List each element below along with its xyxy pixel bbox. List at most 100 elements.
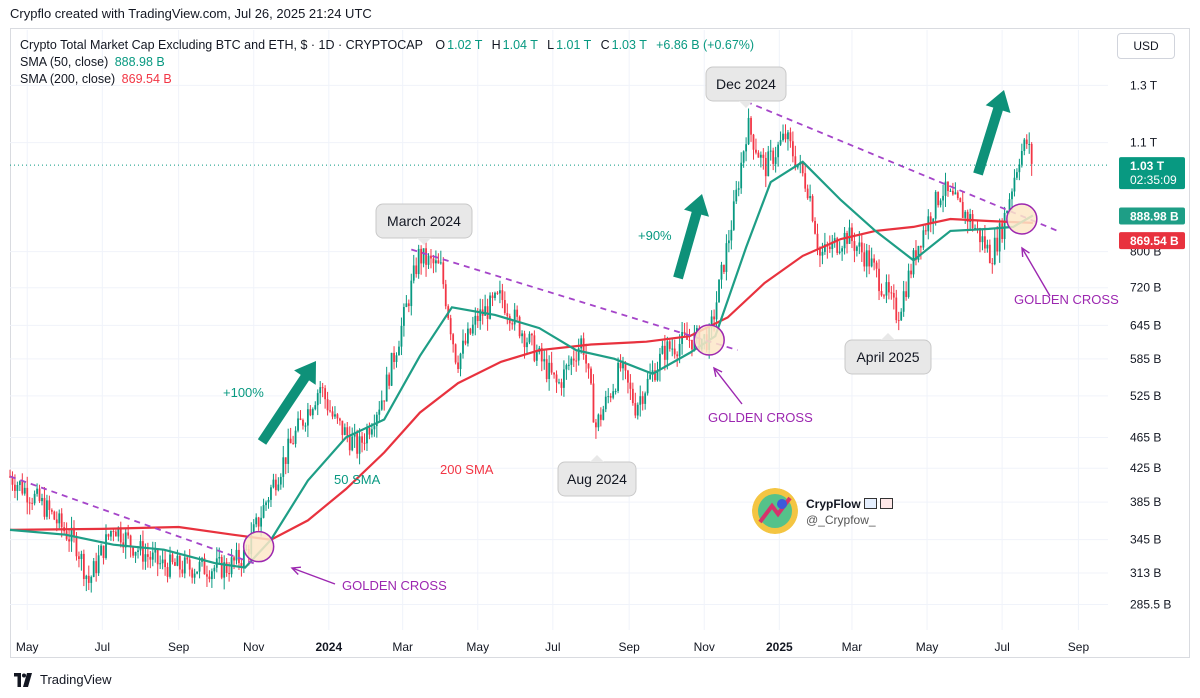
candle-down	[188, 559, 191, 570]
candle-up	[494, 292, 496, 299]
candle-up	[558, 382, 560, 384]
golden-crosses: GOLDEN CROSS GOLDEN CROSS GOLDEN CROSS	[242, 203, 1119, 593]
candle-down	[545, 359, 548, 379]
candle-up	[607, 396, 610, 398]
candle-down	[43, 497, 46, 517]
candle-down	[95, 561, 98, 574]
candle-down	[627, 370, 629, 383]
candle-up	[821, 251, 824, 256]
sma50-value: 888.98 B	[114, 55, 165, 69]
candle-down	[383, 400, 386, 402]
candle-down	[915, 250, 917, 261]
legend-sma200-row[interactable]: SMA (200, close) 869.54 B	[20, 71, 754, 88]
candle-down	[959, 198, 962, 202]
annotations: +100% +90% 50 SMA 200 SMA	[223, 90, 1011, 487]
candle-up	[565, 365, 568, 370]
chart-legend: Crypto Total Market Cap Excluding BTC an…	[20, 37, 754, 88]
candle-up	[767, 151, 770, 177]
candle-up	[932, 218, 935, 224]
candle-up	[782, 133, 784, 141]
candle-down	[21, 481, 24, 494]
candle-up	[210, 571, 213, 580]
candle-down	[811, 196, 814, 221]
candle-down	[430, 255, 432, 259]
candle-up	[70, 527, 73, 542]
golden-cross-marker	[1006, 203, 1038, 235]
candle-up	[270, 487, 272, 500]
candle-down	[550, 362, 553, 373]
candle-up	[235, 549, 238, 561]
candle-up	[262, 505, 265, 518]
candle-down	[476, 315, 479, 322]
candle-up	[479, 309, 482, 322]
sma200-label: SMA (200, close)	[20, 72, 116, 86]
candle-up	[912, 250, 915, 275]
x-tick-label: 2025	[766, 640, 793, 654]
chart-frame	[10, 28, 1190, 658]
candle-up	[144, 554, 147, 562]
candle-up	[134, 551, 137, 556]
candle-down	[326, 399, 329, 411]
y-tick-label: 525 B	[1130, 389, 1161, 403]
candle-down	[407, 303, 410, 307]
candle-down	[129, 535, 132, 547]
candle-down	[683, 332, 686, 334]
candle-down	[764, 157, 767, 177]
close-value: 1.03 T	[611, 38, 647, 52]
candle-down	[75, 535, 78, 557]
candle-down	[1001, 223, 1004, 240]
x-tick-label: Nov	[694, 640, 715, 654]
candle-up	[858, 242, 861, 247]
candle-up	[526, 342, 528, 348]
candle-up	[316, 393, 319, 406]
annotation-text: 50 SMA	[334, 472, 381, 487]
candle-up	[737, 188, 740, 190]
y-tick-label: 285.5 B	[1130, 597, 1171, 611]
candle-up	[390, 352, 393, 386]
callout-pointer	[417, 238, 431, 245]
candle-down	[592, 383, 595, 423]
candle-down	[961, 201, 964, 218]
candle-down	[624, 362, 627, 371]
candle-up	[218, 557, 221, 559]
candle-up	[311, 409, 314, 416]
candle-down	[629, 382, 632, 389]
open-label: O	[435, 38, 446, 52]
candle-up	[535, 352, 538, 361]
candle-up	[353, 433, 356, 437]
candle-down	[1030, 144, 1033, 164]
x-tick-label: Mar	[842, 640, 863, 654]
candle-down	[73, 527, 75, 536]
symbol-title: Crypto Total Market Cap Excluding BTC an…	[20, 38, 423, 52]
candle-up	[378, 409, 381, 415]
sma50-path	[9, 160, 1034, 569]
candle-up	[740, 162, 743, 189]
candle-up	[944, 181, 947, 196]
candle-up	[85, 575, 88, 580]
candle-down	[875, 262, 878, 269]
candle-down	[203, 558, 206, 575]
candle-up	[917, 245, 920, 261]
candle-down	[240, 563, 243, 567]
candle-up	[769, 150, 772, 152]
candle-down	[452, 334, 455, 345]
candle-down	[609, 396, 612, 398]
legend-sma50-row[interactable]: SMA (50, close) 888.98 B	[20, 54, 754, 71]
candle-up	[577, 348, 580, 361]
candle-up	[484, 306, 487, 316]
candle-down	[688, 339, 691, 341]
candle-up	[580, 338, 583, 349]
candle-up	[358, 436, 361, 454]
candle-up	[439, 262, 442, 264]
currency-button[interactable]: USD	[1117, 33, 1175, 59]
golden-cross-label: GOLDEN CROSS	[342, 578, 447, 593]
candle-up	[304, 425, 307, 427]
candle-up	[16, 485, 19, 491]
candle-up	[499, 290, 501, 294]
candle-up	[193, 573, 196, 578]
candle-up	[732, 201, 735, 230]
candle-down	[38, 488, 41, 502]
candle-up	[319, 387, 322, 394]
candle-up	[969, 214, 972, 222]
